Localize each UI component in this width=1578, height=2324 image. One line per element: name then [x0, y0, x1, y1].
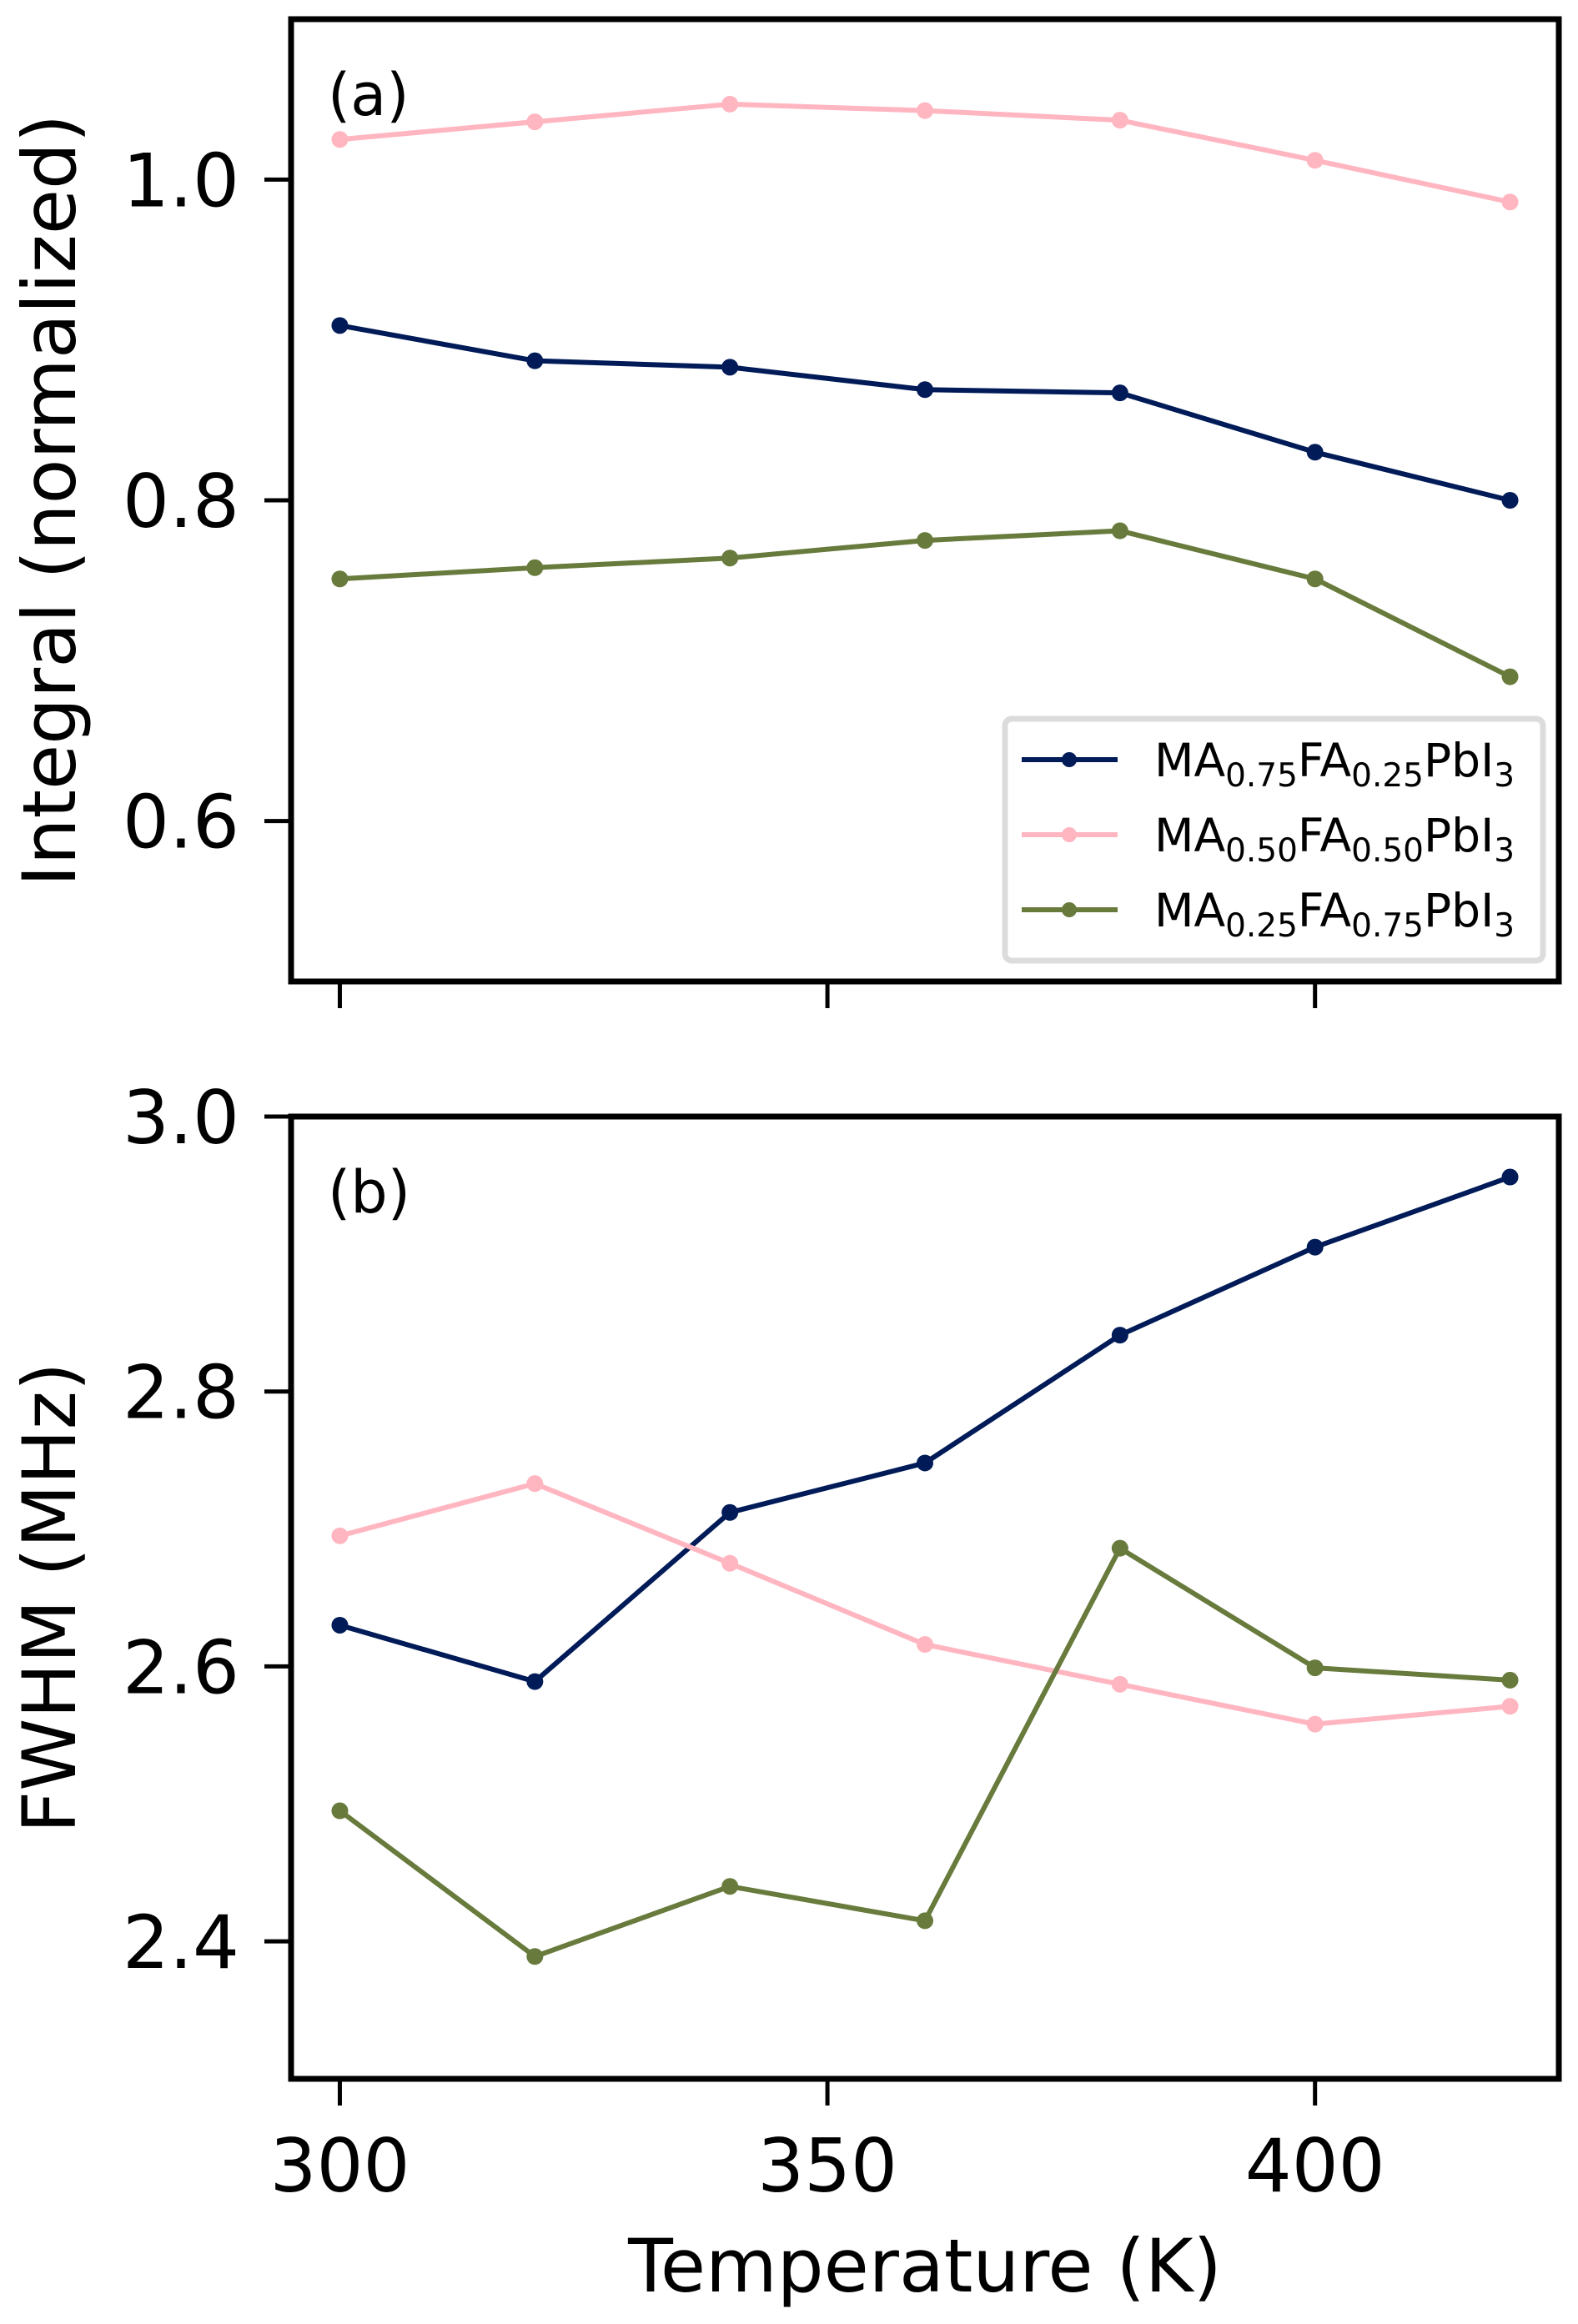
legend-subscript: 0.75: [1351, 907, 1424, 945]
panel-a-data-point: [917, 532, 933, 550]
legend-label: MA0.25FA0.75PbI3: [1154, 884, 1515, 945]
panel-b-frame: [288, 1113, 1562, 2082]
legend-subscript: 0.50: [1351, 832, 1424, 870]
panel-b-x-tick-label: 300: [269, 2123, 410, 2209]
legend-subscript: 3: [1494, 757, 1515, 795]
panel-b-data-point: [526, 1475, 544, 1493]
panel-a-data-point: [1501, 193, 1519, 211]
panel-a-ticks: 0.6 0.8 1.0: [123, 138, 1318, 1008]
panel-b-y-tick-label: 3.0: [123, 1075, 239, 1161]
panel-b-data-point: [1306, 1659, 1324, 1677]
panel-b-data-point: [331, 1527, 349, 1544]
panel-b-data-point: [1501, 1698, 1519, 1715]
legend-text-part: PbI: [1424, 809, 1494, 862]
panel-b-data-point: [331, 1616, 349, 1634]
panel-b-y-tick-label: 2.6: [123, 1624, 239, 1710]
panel-b-label: (b): [328, 1158, 410, 1227]
panel-b-data-point: [917, 1912, 933, 1930]
panel-a-data-point: [1306, 444, 1324, 461]
panel-a-data-point: [331, 317, 349, 334]
panel-b-data-point: [1501, 1168, 1519, 1186]
legend-item-2: MA0.50FA0.50PbI3: [1022, 809, 1515, 870]
legend-text-part: PbI: [1424, 734, 1494, 787]
panel-b-data-point: [1111, 1327, 1128, 1344]
legend-subscript: 0.25: [1225, 907, 1298, 945]
legend-text-part: MA: [1154, 734, 1225, 787]
panel-a-data-point: [526, 559, 544, 576]
legend-label: MA0.75FA0.25PbI3: [1154, 734, 1515, 795]
panel-a-data-point: [1111, 522, 1128, 540]
legend-text-part: PbI: [1424, 884, 1494, 937]
panel-a-label: (a): [328, 61, 410, 129]
panel-a-series: [331, 95, 1519, 685]
panel-b-y-tick-label: 2.4: [123, 1900, 239, 1985]
legend-marker: [1062, 752, 1077, 767]
legend-marker: [1062, 827, 1077, 842]
panel-b: 300 350 400 2.4 2.6 2.8 3.0 (b) FWHM (MHz) Tem…: [7, 1075, 1562, 2309]
panel-b-data-point: [526, 1948, 544, 1965]
panel-b-data-point: [721, 1878, 739, 1895]
panel-b-data-point: [1111, 1675, 1128, 1693]
panel-b-data-point: [721, 1554, 739, 1572]
panel-a-data-point: [917, 102, 933, 119]
panel-b-data-point: [721, 1503, 739, 1521]
legend: MA0.75FA0.25PbI3MA0.50FA0.50PbI3MA0.25FA…: [1002, 715, 1546, 964]
legend-text-part: FA: [1298, 734, 1352, 787]
panel-a-data-point: [721, 359, 739, 376]
panel-a-data-point: [1501, 492, 1519, 509]
panel-b-y-tick-label: 2.8: [123, 1350, 239, 1436]
panel-a-y-tick-label: 0.6: [123, 780, 239, 866]
panel-a-data-point: [721, 550, 739, 567]
panel-b-data-point: [917, 1454, 933, 1472]
panel-b-ticks: 300 350 400 2.4 2.6 2.8 3.0: [123, 1075, 1385, 2209]
legend-subscript: 0.50: [1225, 832, 1298, 870]
legend-subscript: 0.75: [1225, 757, 1298, 795]
legend-text-part: FA: [1298, 884, 1352, 937]
panel-a-data-point: [1306, 570, 1324, 588]
panel-b-data-point: [526, 1673, 544, 1690]
panel-b-data-point: [331, 1802, 349, 1820]
panel-a: 0.60.81.0 (a) Integral (normalized) MA0.…: [7, 16, 1562, 1008]
panel-a-data-point: [331, 131, 349, 148]
legend-text-part: FA: [1298, 809, 1352, 862]
panel-b-x-tick-label: 350: [757, 2123, 897, 2209]
panel-a-data-point: [331, 570, 349, 588]
panel-a-data-point: [917, 381, 933, 399]
legend-subscript: 3: [1494, 907, 1515, 945]
legend-label: MA0.50FA0.50PbI3: [1154, 809, 1515, 870]
panel-b-data-point: [1111, 1539, 1128, 1557]
panel-a-y-axis-label: Integral (normalized): [7, 114, 93, 886]
panel-b-y-axis-label: FWHM (MHz): [7, 1363, 93, 1834]
panel-a-data-point: [526, 352, 544, 369]
panel-a-data-point: [721, 95, 739, 113]
legend-frame: [1002, 715, 1546, 964]
panel-b-x-tick-label: 400: [1245, 2123, 1385, 2209]
legend-text-part: MA: [1154, 809, 1225, 862]
x-axis-label: Temperature (K): [627, 2223, 1222, 2309]
legend-subscript: 0.25: [1351, 757, 1424, 795]
legend-subscript: 3: [1494, 832, 1515, 870]
panel-a-data-point: [1111, 112, 1128, 129]
legend-item-1: MA0.75FA0.25PbI3: [1022, 734, 1515, 795]
panel-b-data-point: [917, 1636, 933, 1654]
panel-b-data-point: [1306, 1715, 1324, 1733]
panel-a-data-point: [526, 113, 544, 131]
legend-marker: [1062, 902, 1077, 917]
panel-a-y-tick-label: 1.0: [123, 138, 239, 223]
panel-a-y-tick-label: 0.8: [123, 459, 239, 545]
panel-a-data-point: [1111, 384, 1128, 402]
legend-text-part: MA: [1154, 884, 1225, 937]
panel-b-series: [331, 1168, 1519, 1965]
panel-b-data-point: [1501, 1671, 1519, 1689]
panel-a-data-point: [1501, 668, 1519, 685]
panel-a-data-point: [1306, 152, 1324, 169]
legend-item-3: MA0.25FA0.75PbI3: [1022, 884, 1515, 945]
panel-b-data-point: [1306, 1238, 1324, 1256]
